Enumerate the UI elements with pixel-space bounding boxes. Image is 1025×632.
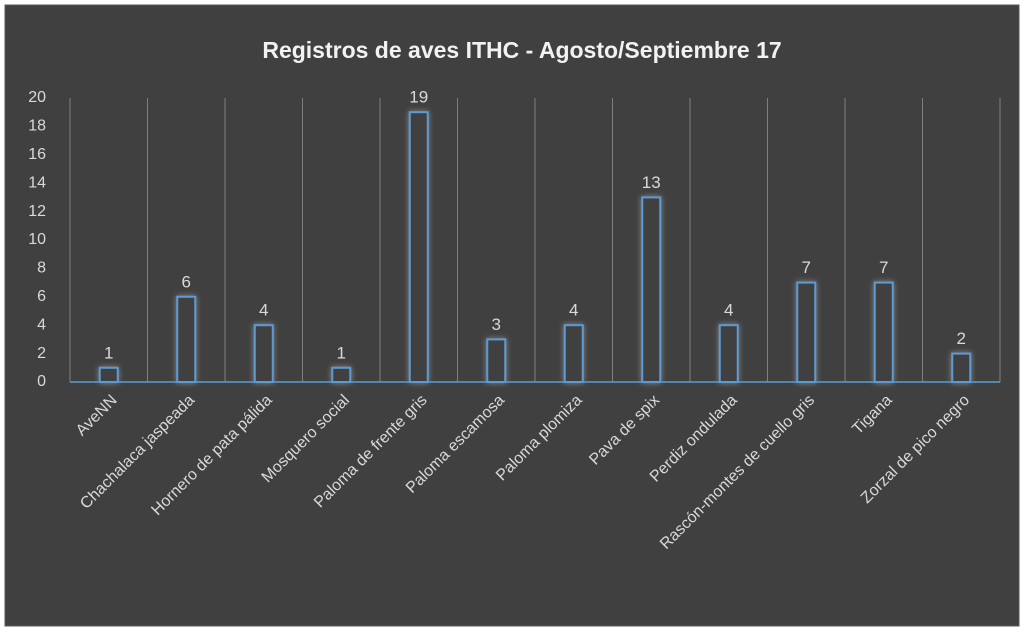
data-label: 4 bbox=[724, 301, 733, 320]
data-label: 6 bbox=[182, 272, 191, 291]
bar bbox=[408, 111, 429, 383]
y-tick-label: 4 bbox=[37, 316, 46, 333]
data-label: 7 bbox=[802, 258, 811, 277]
bar bbox=[796, 281, 817, 384]
bar bbox=[563, 324, 584, 384]
y-tick-label: 18 bbox=[28, 118, 46, 135]
bar bbox=[718, 324, 739, 384]
bar bbox=[253, 324, 274, 384]
chart-background bbox=[4, 4, 1020, 627]
data-label: 19 bbox=[409, 88, 428, 107]
bar bbox=[951, 352, 972, 384]
y-tick-label: 8 bbox=[37, 260, 46, 277]
data-label: 2 bbox=[957, 329, 966, 348]
bar bbox=[98, 366, 119, 383]
y-tick-label: 10 bbox=[28, 231, 46, 248]
y-tick-label: 6 bbox=[37, 288, 46, 305]
bar bbox=[176, 295, 197, 383]
data-label: 13 bbox=[642, 173, 661, 192]
y-tick-label: 14 bbox=[28, 174, 46, 191]
data-label: 1 bbox=[104, 343, 113, 362]
data-label: 3 bbox=[492, 315, 501, 334]
bar bbox=[641, 196, 662, 383]
y-tick-label: 16 bbox=[28, 146, 46, 163]
data-label: 4 bbox=[569, 301, 578, 320]
bar bbox=[331, 366, 352, 383]
data-label: 1 bbox=[337, 343, 346, 362]
data-label: 7 bbox=[879, 258, 888, 277]
data-label: 4 bbox=[259, 301, 268, 320]
bar bbox=[873, 281, 894, 384]
chart-title: Registros de aves ITHC - Agosto/Septiemb… bbox=[262, 37, 781, 63]
bar bbox=[486, 338, 507, 383]
y-tick-label: 20 bbox=[28, 89, 46, 106]
y-tick-label: 12 bbox=[28, 203, 46, 220]
y-tick-label: 2 bbox=[37, 345, 46, 362]
y-tick-label: 0 bbox=[37, 373, 46, 390]
